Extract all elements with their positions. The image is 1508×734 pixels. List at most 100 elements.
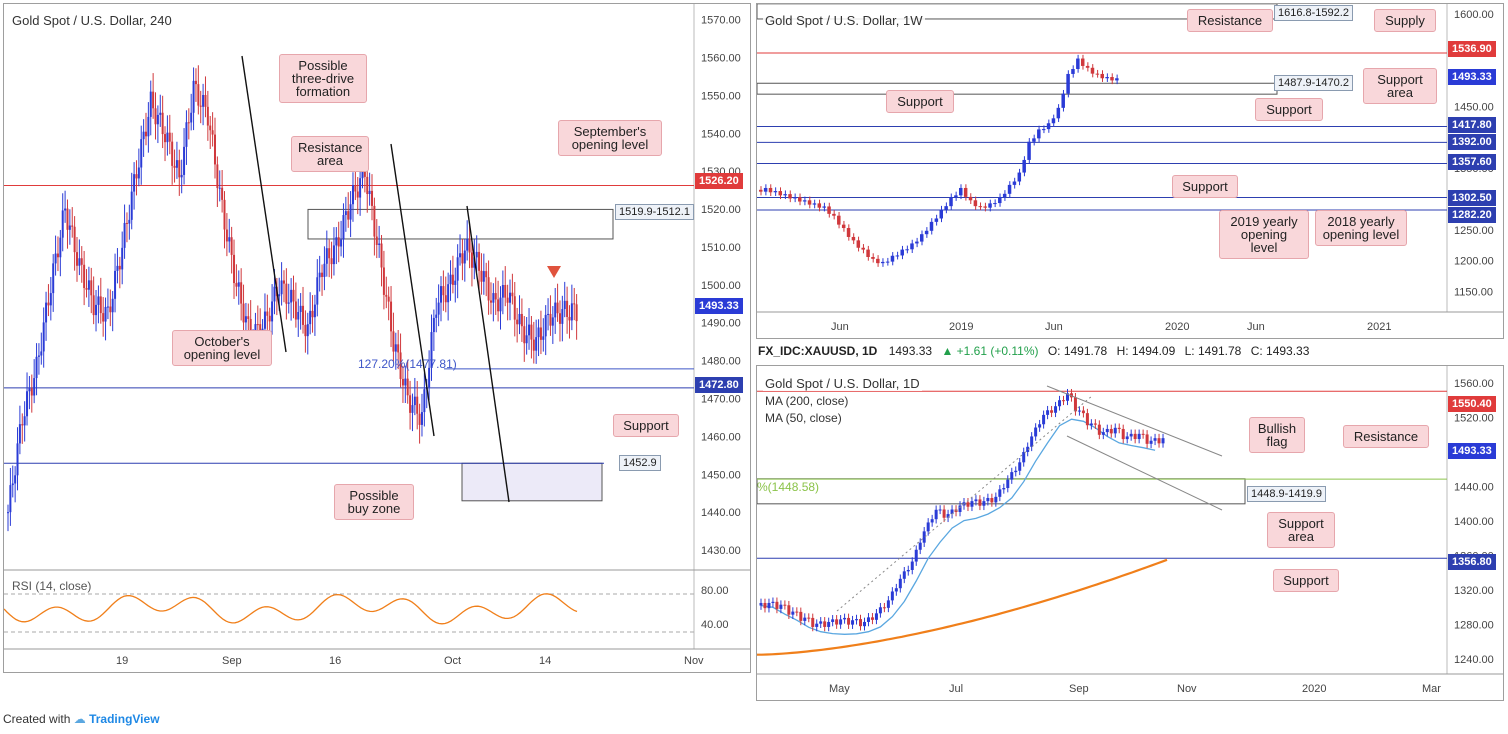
rsi-tick: 40.00 — [701, 619, 729, 631]
candle-body — [763, 187, 768, 192]
candle-body — [866, 617, 870, 622]
candle-body — [1062, 400, 1066, 402]
candle-body — [492, 293, 495, 303]
footer-prefix: Created with — [3, 712, 71, 726]
callout-september-open: September's opening level — [558, 120, 662, 156]
candle-body — [397, 344, 400, 353]
chart-panel-240[interactable]: 1570.001560.001550.001540.001530.001520.… — [3, 3, 751, 673]
candle-body — [537, 327, 540, 338]
candle-body — [767, 602, 771, 609]
candle-body — [525, 335, 528, 344]
candle-body — [998, 197, 1002, 204]
candle-body — [140, 139, 143, 168]
chart-panel-daily[interactable]: 1560.001520.001480.001440.001400.001360.… — [756, 365, 1504, 701]
candle-body — [958, 505, 962, 512]
candle-body — [822, 206, 826, 208]
candle-body — [206, 106, 209, 126]
candle-body — [871, 256, 875, 259]
candle-body — [856, 240, 861, 248]
candle-body — [371, 190, 374, 206]
candle-body — [983, 206, 987, 208]
candle-body — [807, 200, 812, 205]
candle-body — [915, 241, 919, 244]
candle-body — [375, 236, 378, 245]
zone-label-support-area-daily: 1448.9-1419.9 — [1247, 486, 1326, 502]
chart-canvas-weekly[interactable]: 1600.001550.001500.001450.001400.001350.… — [757, 4, 1504, 339]
candle-body — [1076, 58, 1080, 70]
candle-body — [516, 319, 519, 325]
candle-body — [807, 617, 811, 619]
candle-body — [926, 522, 930, 532]
y-tick-label: 1280.00 — [1454, 620, 1494, 632]
candle-body — [885, 261, 890, 263]
candle-body — [106, 306, 109, 308]
y-tick-label: 1500.00 — [701, 280, 741, 292]
candle-body — [302, 305, 305, 325]
candle-body — [344, 211, 347, 216]
daily-tag-1356: 1356.80 — [1448, 554, 1496, 570]
rsi-line — [4, 593, 578, 625]
weekly-tag-1392: 1392.00 — [1448, 134, 1496, 150]
candle-body — [468, 238, 471, 253]
candle-body — [118, 265, 121, 270]
candle-body — [42, 322, 45, 352]
chart-canvas-daily[interactable]: 1560.001520.001480.001440.001400.001360.… — [757, 366, 1504, 701]
candle-body — [1121, 428, 1125, 440]
candle-body — [835, 619, 839, 625]
candle-body — [1038, 424, 1042, 428]
candle-body — [1110, 77, 1114, 81]
candle-body — [23, 416, 26, 426]
drive-arrow-1 — [241, 55, 287, 353]
candle-body — [1095, 73, 1100, 75]
x-tick-label: 2020 — [1302, 683, 1326, 695]
candle-body — [1056, 107, 1061, 119]
candle-body — [1077, 410, 1081, 412]
x-tick-label: May — [829, 683, 850, 695]
candle-body — [459, 253, 462, 258]
support-area-zone — [757, 82, 1278, 95]
candle-body — [330, 258, 333, 265]
callout-support-left: Support — [886, 90, 954, 113]
candle-body — [1101, 432, 1105, 435]
candle-body — [994, 496, 998, 503]
candle-body — [1042, 414, 1046, 425]
candle-body — [783, 604, 787, 606]
chart-canvas-240[interactable]: 1570.001560.001550.001540.001530.001520.… — [4, 4, 751, 673]
candle-body — [902, 571, 906, 579]
candle-body — [1032, 138, 1036, 142]
candle-body — [135, 174, 138, 179]
candle-body — [1105, 77, 1109, 79]
candle-body — [939, 209, 943, 219]
x-tick-label: 2020 — [1165, 321, 1189, 333]
candle-body — [80, 258, 83, 265]
zone-label-supply: 1616.8-1592.2 — [1274, 5, 1353, 21]
x-tick-label: 19 — [116, 655, 128, 667]
chart-panel-weekly[interactable]: 1600.001550.001500.001450.001400.001350.… — [756, 3, 1504, 339]
callout-support-area-weekly: Support area — [1363, 68, 1437, 104]
candle-body — [418, 413, 421, 425]
candle-body — [778, 191, 783, 196]
candle-body — [475, 251, 478, 258]
candle-body — [287, 302, 290, 304]
candle-body — [859, 619, 863, 627]
flag-lower — [1066, 435, 1223, 511]
footer-brand[interactable]: TradingView — [89, 712, 160, 726]
candle-body — [558, 313, 561, 324]
y-tick-label: 1430.00 — [701, 545, 741, 557]
candle-body — [922, 531, 926, 543]
x-tick-label: Jun — [1045, 321, 1063, 333]
candle-body — [870, 617, 874, 620]
candle-body — [221, 187, 224, 200]
candle-body — [90, 280, 93, 296]
buy-zone — [461, 462, 603, 502]
candle-body — [787, 605, 791, 615]
candle-body — [1006, 479, 1010, 489]
candle-body — [461, 253, 464, 264]
candle-body — [942, 509, 946, 518]
candle-body — [7, 512, 9, 514]
zone-label-support: 1452.9 — [619, 455, 661, 471]
candle-body — [161, 112, 164, 135]
candle-body — [1089, 423, 1093, 426]
candle-body — [230, 237, 233, 255]
candle-body — [930, 519, 934, 523]
